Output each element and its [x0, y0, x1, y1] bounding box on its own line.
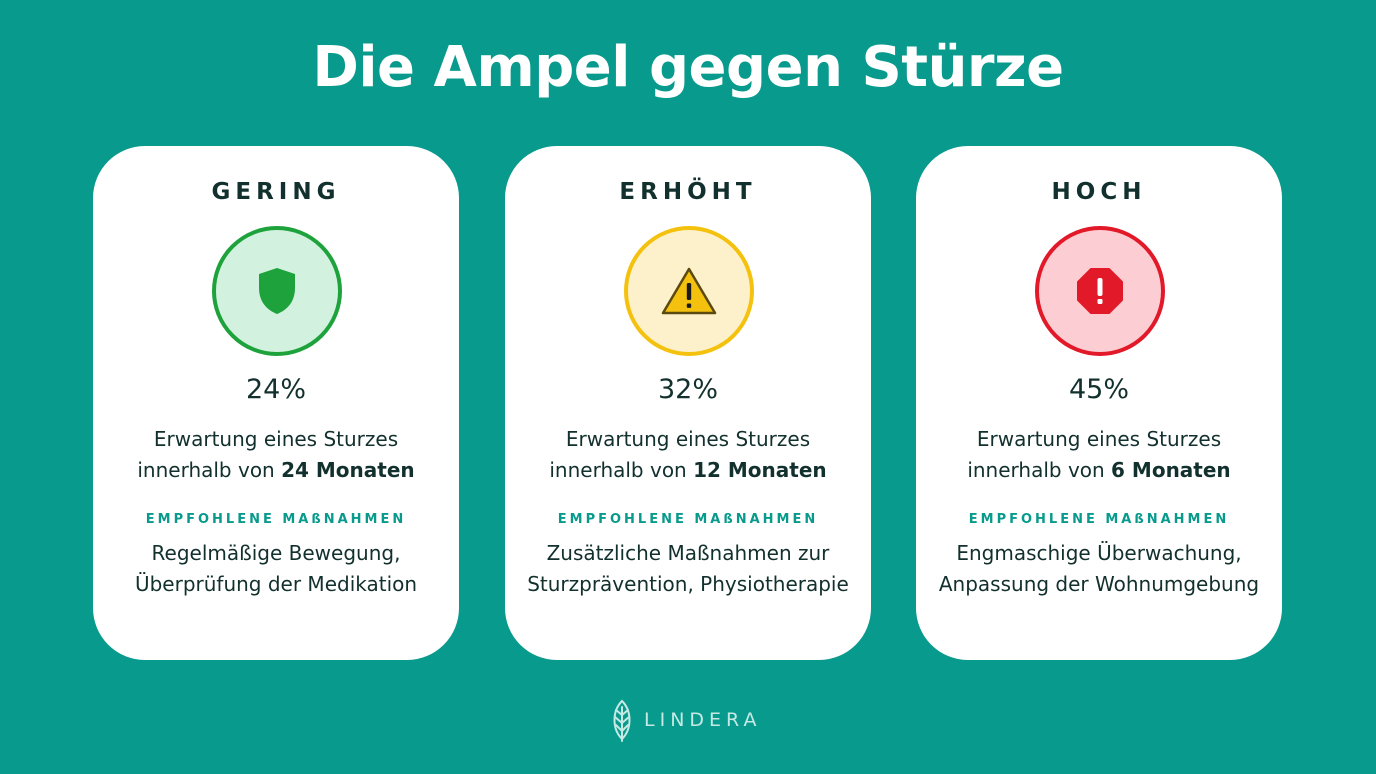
risk-indicator-circle: [624, 226, 754, 356]
risk-percentage: 45%: [1068, 374, 1129, 405]
measures-text: Engmaschige Überwachung, Anpassung der W…: [938, 541, 1260, 596]
risk-description: Erwartung eines Sturzes innerhalb von 6 …: [926, 424, 1272, 486]
risk-indicator-circle: [212, 226, 342, 356]
logo-text: LINDERA: [644, 709, 762, 731]
measures-heading: EMPFOHLENE MAßNAHMEN: [968, 512, 1230, 527]
description-line-1: Erwartung eines Sturzes: [153, 427, 399, 451]
risk-level-label: HOCH: [1051, 179, 1147, 205]
risk-level-label: GERING: [211, 179, 341, 205]
risk-card-high: HOCH 45% Erwartung eines Sturzes innerha…: [916, 146, 1282, 660]
risk-card-low: GERING 24% Erwartung eines Sturzes inner…: [93, 146, 459, 660]
measures-heading: EMPFOHLENE MAßNAHMEN: [145, 512, 407, 527]
shield-icon: [259, 268, 295, 314]
stop-octagon-icon: [1077, 268, 1123, 314]
risk-card-elevated: ERHÖHT 32% Erwartung eines Sturzes inner…: [505, 146, 871, 660]
description-prefix: innerhalb von: [967, 458, 1105, 482]
description-timeframe: 24 Monaten: [281, 458, 415, 482]
description-line-1: Erwartung eines Sturzes: [976, 427, 1222, 451]
risk-percentage: 32%: [657, 374, 718, 405]
measures-heading: EMPFOHLENE MAßNAHMEN: [557, 512, 819, 527]
measures-text: Regelmäßige Bewegung, Überprüfung der Me…: [134, 541, 418, 596]
risk-description: Erwartung eines Sturzes innerhalb von 12…: [515, 424, 861, 486]
description-line-1: Erwartung eines Sturzes: [565, 427, 811, 451]
page-title: Die Ampel gegen Stürze: [312, 35, 1064, 100]
description-prefix: innerhalb von: [137, 458, 275, 482]
risk-percentage: 24%: [245, 374, 306, 405]
lindera-logo: LINDERA: [608, 696, 761, 744]
description-timeframe: 6 Monaten: [1111, 458, 1231, 482]
description-prefix: innerhalb von: [549, 458, 687, 482]
warning-triangle-icon: [661, 267, 717, 315]
leaf-icon: [613, 699, 631, 742]
description-timeframe: 12 Monaten: [693, 458, 827, 482]
measures-text: Zusätzliche Maßnahmen zur Sturzpräventio…: [527, 541, 849, 596]
risk-description: Erwartung eines Sturzes innerhalb von 24…: [103, 424, 449, 486]
risk-indicator-circle: [1035, 226, 1165, 356]
risk-level-label: ERHÖHT: [619, 179, 757, 205]
